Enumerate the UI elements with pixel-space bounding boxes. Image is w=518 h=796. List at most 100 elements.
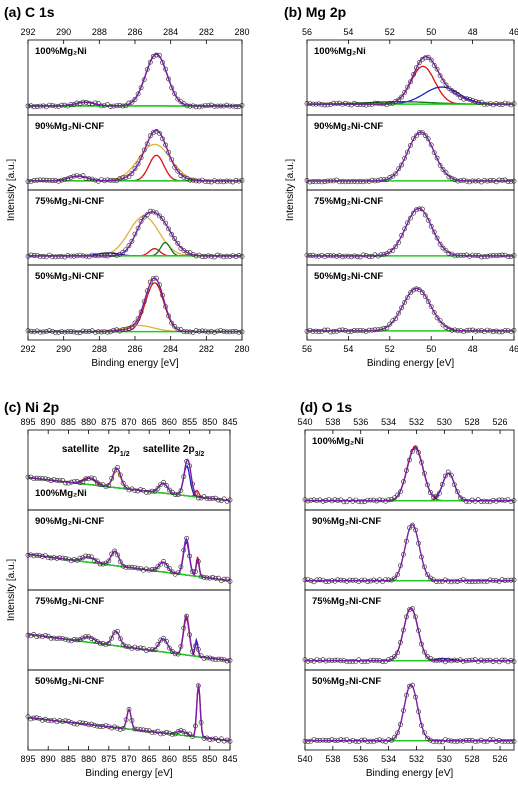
data-point [74,330,80,335]
envelope-fit-line [28,53,242,107]
data-point [437,318,443,323]
x-axis-label: Binding energy [eV] [367,358,455,369]
data-point [490,102,496,108]
data-point [399,94,404,100]
data-point [175,651,181,657]
data-point [408,290,413,296]
data-point [416,287,422,293]
data-point [419,57,425,62]
data-point [413,65,419,71]
data-point [493,739,499,744]
data-point [163,220,168,226]
subplot: 90%Mg₂Ni-CNF [302,509,517,591]
data-point [302,497,308,502]
data-point [184,250,190,255]
data-point [431,229,437,235]
data-point [395,572,400,577]
tick-label-bottom: 890 [41,754,56,764]
data-point [155,564,161,569]
data-point [201,656,207,661]
data-point [428,142,434,148]
tick-label-top: 885 [61,417,76,427]
data-point [365,739,371,744]
data-point [377,577,382,583]
data-point [481,329,487,335]
data-point [487,577,493,583]
data-point [390,247,396,253]
tick-label-top: 56 [302,27,312,37]
tick-label-top: 284 [163,27,178,37]
data-point [470,252,475,258]
data-point [392,654,397,659]
data-point [464,252,470,258]
data-point [320,657,326,663]
panel-title: (b) Mg 2p [284,4,346,20]
data-point [56,178,61,184]
data-point [390,173,396,179]
data-point [314,657,320,662]
subplot: 90%Mg₂Ni-CNF [25,114,245,191]
data-point [425,136,431,142]
tick-label-top: 534 [381,417,396,427]
data-point [126,707,132,712]
data-point [89,252,95,258]
tick-label-top: 526 [493,417,508,427]
tick-label-bottom: 538 [325,754,340,764]
data-point [40,177,46,183]
data-point [440,322,446,328]
data-point [135,91,141,97]
subplot-frame [306,264,515,341]
data-point [472,739,478,744]
data-point [344,659,350,665]
peak-label: satellite [62,444,100,455]
tick-label-bottom: 530 [437,754,452,764]
peak-label-subscript: 1/2 [120,451,130,458]
component-line [27,707,231,742]
tick-label-bottom: 870 [121,754,136,764]
tick-label-bottom: 865 [142,754,157,764]
data-point [446,85,452,91]
envelope-fit-line [307,287,514,332]
data-point [166,226,171,232]
data-point [158,561,164,567]
data-point [132,726,138,732]
subplot: 90%Mg₂Ni-CNF [304,114,517,191]
data-point [28,716,34,722]
data-point [143,489,149,495]
data-point [215,252,220,258]
tick-label-bottom: 885 [61,754,76,764]
tick-label-bottom: 880 [81,754,96,764]
data-point [345,179,351,185]
data-point [218,578,224,583]
tick-label-top: 895 [20,417,35,427]
data-point [108,252,113,258]
sample-label: 75%Mg₂Ni-CNF [312,596,381,607]
sample-label: 50%Mg₂Ni-CNF [314,271,383,282]
data-point [399,305,404,311]
data-point [377,737,382,743]
data-point [508,102,514,108]
data-point [157,213,162,219]
data-point [210,575,216,580]
envelope-fit-line [28,211,242,257]
tick-label-top: 530 [437,417,452,427]
data-point [396,310,402,316]
data-point [117,636,123,641]
data-point [25,328,31,334]
data-point [317,497,323,503]
tick-label-top: 532 [409,417,424,427]
data-point [178,728,184,733]
data-point [434,66,440,72]
data-point [337,179,342,185]
data-point [302,577,308,583]
data-point [50,254,55,260]
data-point [380,659,385,664]
data-point [502,252,508,258]
data-point [175,168,181,174]
data-point [445,469,451,475]
data-point [190,734,195,739]
sample-label: 100%Mg₂Ni [314,46,366,57]
tick-label-bottom: 282 [199,344,214,354]
tick-label-top: 865 [142,417,157,427]
panel-title: (a) C 1s [4,4,55,20]
